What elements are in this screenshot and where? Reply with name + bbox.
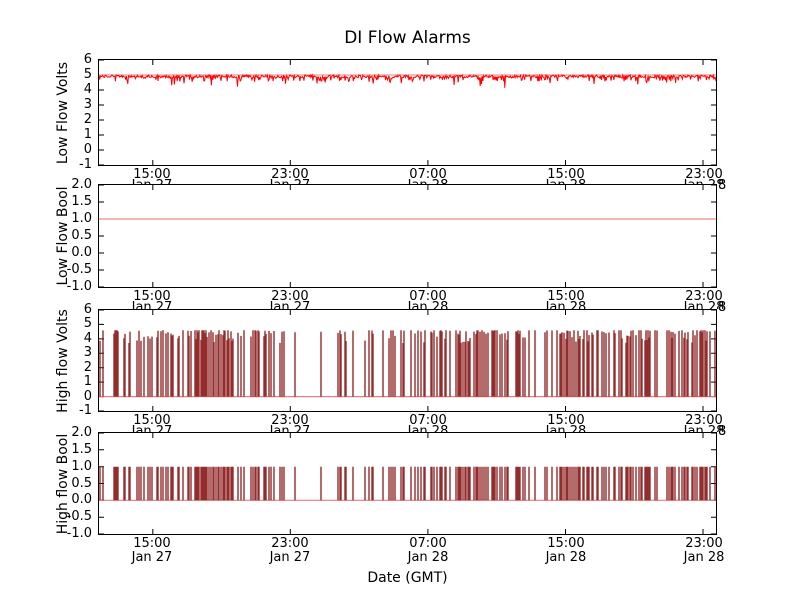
x-tick-date-label-clipped: Jan 27 bbox=[250, 179, 330, 184]
x-tick-time-label: 23:00 bbox=[685, 536, 723, 551]
x-tick-date-label-clipped: Jan 28 bbox=[407, 301, 449, 309]
x-tick-date-label-clipped: Jan 28 bbox=[526, 179, 606, 184]
y-tick-label: 0.0 bbox=[71, 245, 92, 260]
plot-area-high-flow-bool bbox=[99, 433, 716, 534]
y-tick-label: 6 bbox=[83, 302, 92, 317]
x-tick-time-label: 15:00 bbox=[547, 413, 585, 428]
x-tick-time-label: 15:00 bbox=[547, 536, 585, 551]
x-tick-date-label-clipped: Jan 27 bbox=[250, 425, 330, 432]
chart-title: DI Flow Alarms bbox=[344, 28, 471, 48]
y-tick-label: -1.0 bbox=[66, 526, 92, 541]
x-tick-time-label: 15:00 bbox=[133, 167, 171, 182]
y-tick-label: 1.5 bbox=[71, 441, 92, 457]
y-tick-label: 0 bbox=[83, 388, 92, 404]
x-tick-date-label-clipped: Jan 28 bbox=[388, 179, 468, 184]
y-tick-label: 3 bbox=[83, 345, 92, 361]
y-tick-label: -0.5 bbox=[66, 509, 92, 525]
x-tick-date-label-clipped: Jan 28 bbox=[388, 425, 468, 432]
x-tick-time-label: 15:00 bbox=[547, 289, 585, 304]
high-flow-bool-pulses bbox=[99, 466, 716, 501]
clipped-date-overflow: 8 bbox=[718, 424, 727, 439]
x-tick-date-label: Jan 28 bbox=[545, 550, 587, 565]
x-tick-date-label-clipped: Jan 28 bbox=[545, 301, 587, 309]
y-tick-label: -0.5 bbox=[66, 262, 92, 277]
clipped-date-overflow: 8 bbox=[718, 178, 727, 193]
y-axis-label-low-flow-bool: Low Flow Bool bbox=[55, 186, 71, 286]
x-tick-date-label: Jan 27 bbox=[131, 550, 173, 565]
y-axis-label-low-flow-volts: Low Flow Volts bbox=[55, 61, 71, 164]
x-tick-date-label-clipped: Jan 28 bbox=[664, 425, 744, 432]
x-tick-time-label: 15:00 bbox=[133, 289, 171, 304]
x-tick-date-label-clipped: Jan 28 bbox=[683, 301, 725, 309]
subplot-high-flow-bool bbox=[98, 432, 717, 535]
x-tick-time-label: 23:00 bbox=[271, 536, 309, 551]
subplot-low-flow-volts bbox=[98, 59, 717, 166]
x-tick-date-label-clipped: Jan 27 bbox=[112, 179, 192, 184]
y-tick-label: 1.0 bbox=[71, 211, 92, 226]
y-tick-label: 5 bbox=[83, 67, 92, 82]
plot-area-low-flow-bool bbox=[99, 185, 716, 287]
y-tick-label: 1 bbox=[83, 374, 92, 390]
x-tick-time-label: 23:00 bbox=[685, 289, 723, 304]
y-tick-label: 6 bbox=[83, 52, 92, 67]
x-tick-date-label-clipped: Jan 27 bbox=[269, 301, 311, 309]
y-tick-label: 2 bbox=[83, 112, 92, 127]
y-tick-label: 0.5 bbox=[71, 475, 92, 491]
y-axis-label-high-flow-volts: High flow Volts bbox=[55, 308, 71, 413]
y-tick-label: 0.0 bbox=[71, 492, 92, 508]
x-tick-time-label: 15:00 bbox=[133, 536, 171, 551]
y-tick-label: 2 bbox=[83, 359, 92, 375]
y-tick-label: 2.0 bbox=[71, 177, 92, 192]
x-tick-time-label: 07:00 bbox=[409, 167, 447, 182]
tick-marks bbox=[99, 185, 716, 287]
x-tick-time-label: 07:00 bbox=[409, 536, 447, 551]
x-tick-date-label: Jan 27 bbox=[269, 550, 311, 565]
y-tick-label: 2.0 bbox=[71, 425, 92, 440]
y-tick-label: 1.5 bbox=[71, 194, 92, 209]
x-tick-date-label: Jan 28 bbox=[407, 550, 449, 565]
y-tick-label: 0 bbox=[83, 142, 92, 157]
y-tick-label: 3 bbox=[83, 97, 92, 112]
x-tick-date-label-clipped: Jan 28 bbox=[664, 179, 744, 184]
x-axis-title: Date (GMT) bbox=[367, 570, 448, 586]
tick-marks bbox=[99, 60, 716, 165]
x-tick-time-label: 23:00 bbox=[271, 289, 309, 304]
y-tick-label: 1.0 bbox=[71, 458, 92, 474]
y-tick-label: -1.0 bbox=[66, 279, 92, 294]
y-tick-label: -1 bbox=[79, 157, 92, 172]
clipped-date-overflow: 8 bbox=[718, 300, 727, 315]
x-tick-time-label: 23:00 bbox=[685, 413, 723, 428]
x-tick-date-label: Jan 28 bbox=[683, 550, 725, 565]
x-tick-time-label: 23:00 bbox=[271, 167, 309, 182]
plot-area-low-flow-volts bbox=[99, 60, 716, 165]
y-tick-label: 4 bbox=[83, 330, 92, 346]
x-tick-date-label-clipped: Jan 27 bbox=[112, 425, 192, 432]
x-tick-time-label: 15:00 bbox=[547, 167, 585, 182]
x-tick-date-clipped-row: Jan 27 Jan 27 Jan 28 Jan 28 Jan 28 bbox=[0, 179, 800, 184]
y-axis-label-high-flow-bool: High flow Bool bbox=[55, 433, 71, 534]
y-tick-label: 1 bbox=[83, 127, 92, 142]
x-tick-date-clipped-row: Jan 27 Jan 27 Jan 28 Jan 28 Jan 28 bbox=[0, 425, 800, 432]
subplot-low-flow-bool bbox=[98, 184, 717, 288]
x-tick-time-label: 07:00 bbox=[409, 413, 447, 428]
y-tick-label: -1 bbox=[79, 403, 92, 418]
x-tick-time-label: 15:00 bbox=[133, 413, 171, 428]
low-flow-volts-signal bbox=[99, 73, 716, 88]
plot-area-high-flow-volts bbox=[99, 310, 716, 411]
y-tick-label: 4 bbox=[83, 82, 92, 97]
x-tick-date-label-clipped: Jan 28 bbox=[526, 425, 606, 432]
x-tick-time-label: 07:00 bbox=[409, 289, 447, 304]
y-tick-label: 5 bbox=[83, 316, 92, 332]
x-tick-date-label-clipped: Jan 27 bbox=[131, 301, 173, 309]
subplot-high-flow-volts bbox=[98, 309, 717, 412]
y-tick-label: 0.5 bbox=[71, 228, 92, 243]
high-flow-volts-pulses bbox=[99, 330, 716, 397]
x-tick-date-clipped-row: Jan 27 Jan 27 Jan 28 Jan 28 Jan 28 bbox=[0, 301, 800, 309]
x-tick-time-label: 23:00 bbox=[271, 413, 309, 428]
x-tick-time-label: 23:00 bbox=[685, 167, 723, 182]
